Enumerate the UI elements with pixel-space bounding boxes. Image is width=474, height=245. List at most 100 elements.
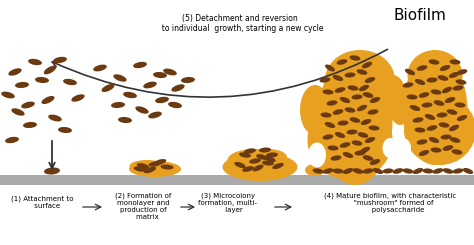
Ellipse shape — [161, 164, 173, 170]
Ellipse shape — [337, 59, 347, 65]
Ellipse shape — [405, 69, 415, 75]
Ellipse shape — [449, 125, 459, 131]
Ellipse shape — [389, 85, 411, 125]
Text: (4) Mature biofilm, with characteristic
   "mushroom" formed of
       polysacch: (4) Mature biofilm, with characteristic … — [324, 192, 456, 212]
Ellipse shape — [434, 100, 444, 106]
Ellipse shape — [11, 108, 25, 116]
Ellipse shape — [456, 69, 467, 75]
Ellipse shape — [222, 153, 298, 181]
Ellipse shape — [415, 79, 425, 85]
Ellipse shape — [383, 138, 398, 158]
Ellipse shape — [123, 92, 137, 98]
Ellipse shape — [318, 55, 392, 185]
Ellipse shape — [53, 57, 67, 63]
Ellipse shape — [437, 112, 447, 118]
Ellipse shape — [358, 132, 368, 138]
Ellipse shape — [352, 95, 363, 99]
Ellipse shape — [417, 139, 428, 145]
Ellipse shape — [361, 119, 371, 125]
Ellipse shape — [21, 102, 35, 109]
Ellipse shape — [181, 77, 195, 83]
Ellipse shape — [264, 156, 276, 162]
Ellipse shape — [63, 79, 77, 85]
Ellipse shape — [419, 92, 429, 98]
Ellipse shape — [402, 82, 413, 88]
Ellipse shape — [419, 150, 429, 156]
Ellipse shape — [259, 147, 271, 153]
Ellipse shape — [253, 165, 264, 172]
Ellipse shape — [93, 65, 107, 72]
Ellipse shape — [133, 62, 147, 68]
Ellipse shape — [368, 125, 380, 131]
Ellipse shape — [413, 168, 423, 174]
Ellipse shape — [327, 100, 337, 106]
Ellipse shape — [113, 74, 127, 82]
Ellipse shape — [365, 137, 375, 143]
Text: (2) Formation of
monolayer and
production of
    matrix: (2) Formation of monolayer and productio… — [115, 192, 171, 220]
Ellipse shape — [323, 168, 333, 174]
Ellipse shape — [234, 162, 246, 168]
Ellipse shape — [412, 117, 423, 123]
Ellipse shape — [328, 146, 338, 150]
Ellipse shape — [35, 77, 49, 83]
Ellipse shape — [425, 114, 435, 120]
Ellipse shape — [148, 111, 162, 118]
Ellipse shape — [337, 121, 348, 125]
Ellipse shape — [445, 97, 455, 103]
Ellipse shape — [456, 79, 466, 85]
Ellipse shape — [345, 107, 356, 113]
Ellipse shape — [449, 60, 460, 64]
Ellipse shape — [244, 148, 256, 154]
Ellipse shape — [450, 137, 460, 143]
Ellipse shape — [330, 155, 341, 161]
Ellipse shape — [404, 95, 474, 165]
Ellipse shape — [312, 168, 323, 174]
Ellipse shape — [350, 117, 360, 123]
Ellipse shape — [427, 77, 438, 83]
Ellipse shape — [343, 152, 353, 158]
Ellipse shape — [325, 122, 335, 128]
Ellipse shape — [362, 62, 372, 68]
Ellipse shape — [42, 96, 55, 104]
Ellipse shape — [360, 147, 370, 153]
Ellipse shape — [433, 168, 443, 174]
Ellipse shape — [325, 64, 335, 72]
Ellipse shape — [408, 50, 463, 100]
Ellipse shape — [333, 75, 343, 81]
Ellipse shape — [438, 122, 449, 128]
Ellipse shape — [452, 149, 463, 155]
Ellipse shape — [402, 55, 467, 165]
Ellipse shape — [392, 168, 403, 174]
Ellipse shape — [305, 164, 325, 176]
Ellipse shape — [266, 152, 278, 158]
Ellipse shape — [343, 168, 353, 174]
Ellipse shape — [356, 69, 367, 75]
Ellipse shape — [129, 161, 181, 177]
Ellipse shape — [118, 117, 132, 123]
Ellipse shape — [427, 125, 438, 131]
Ellipse shape — [442, 87, 452, 93]
Ellipse shape — [428, 59, 439, 65]
Ellipse shape — [239, 152, 251, 158]
Ellipse shape — [449, 72, 459, 78]
Ellipse shape — [349, 55, 360, 61]
Ellipse shape — [319, 77, 330, 83]
Ellipse shape — [363, 155, 374, 161]
Ellipse shape — [335, 132, 345, 138]
Ellipse shape — [58, 127, 72, 133]
Ellipse shape — [421, 102, 432, 108]
Ellipse shape — [153, 72, 167, 78]
Ellipse shape — [256, 154, 268, 160]
Ellipse shape — [44, 167, 60, 174]
Bar — [0, 175, 474, 185]
Ellipse shape — [168, 102, 182, 108]
Ellipse shape — [308, 143, 326, 168]
Ellipse shape — [143, 82, 157, 88]
Ellipse shape — [429, 137, 439, 143]
Ellipse shape — [48, 115, 62, 122]
Ellipse shape — [353, 168, 364, 174]
Ellipse shape — [373, 168, 383, 174]
Ellipse shape — [457, 115, 467, 121]
Ellipse shape — [262, 160, 274, 166]
Ellipse shape — [249, 149, 287, 165]
